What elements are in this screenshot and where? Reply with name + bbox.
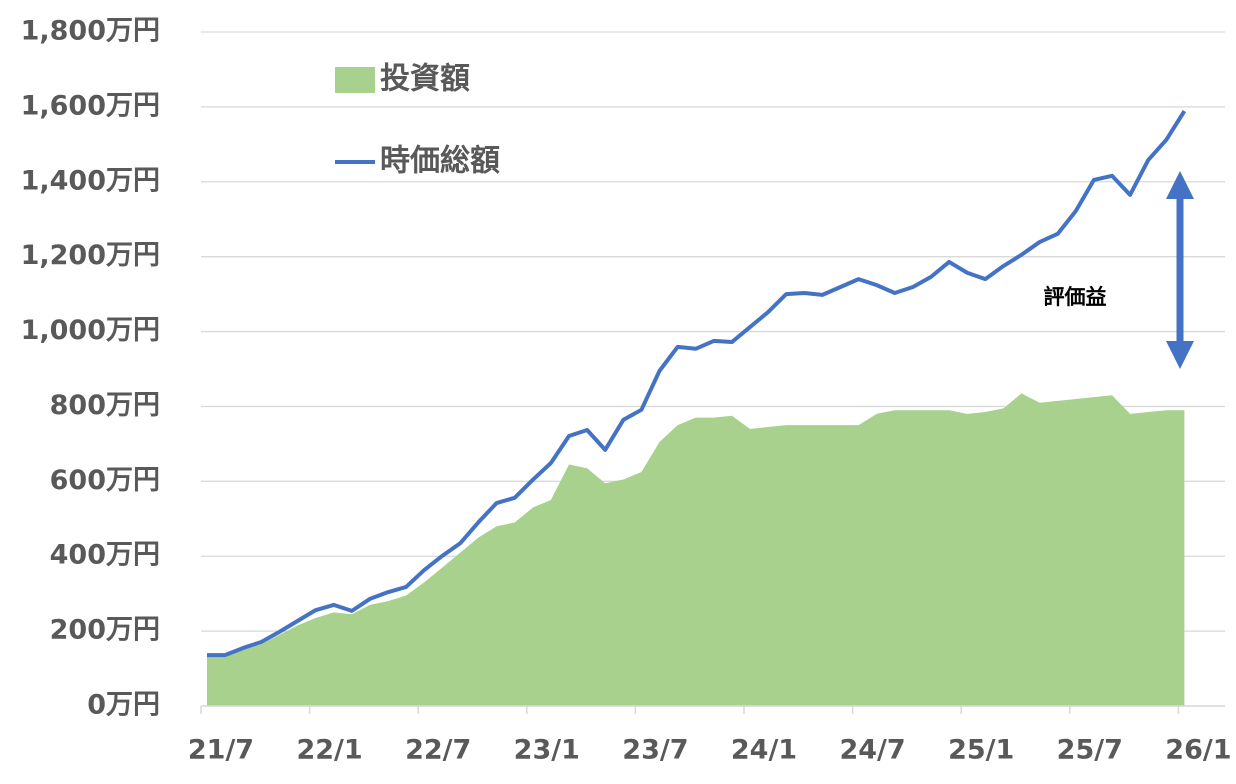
y-tick-label: 1,600万円 xyxy=(21,90,160,121)
x-tick-label: 23/7 xyxy=(622,735,688,766)
x-tick-label: 22/1 xyxy=(296,735,362,766)
legend-label: 投資額 xyxy=(380,62,470,97)
x-tick-label: 24/7 xyxy=(839,735,905,766)
x-tick-label: 22/7 xyxy=(405,735,471,766)
y-tick-label: 1,000万円 xyxy=(21,315,160,346)
x-tick-label: 23/1 xyxy=(514,735,580,766)
y-tick-label: 400万円 xyxy=(50,540,160,571)
line xyxy=(207,109,1187,658)
x-tick-label: 25/7 xyxy=(1057,735,1123,766)
x-tick-label: 26/1 xyxy=(1165,735,1231,766)
y-tick-label: 1,800万円 xyxy=(21,16,160,47)
area xyxy=(207,393,1185,706)
annotation: 評価益 xyxy=(1044,285,1107,309)
y-tick-label: 200万円 xyxy=(50,615,160,646)
legend-label: 時価総額 xyxy=(380,144,500,179)
y-tick-label: 0万円 xyxy=(87,690,160,721)
y-tick-label: 800万円 xyxy=(50,390,160,421)
y-tick-label: 1,400万円 xyxy=(21,165,160,196)
x-tick-label: 24/1 xyxy=(731,735,797,766)
y-tick-label: 600万円 xyxy=(50,465,160,496)
legend-swatch xyxy=(335,67,375,93)
x-tick-label: 21/7 xyxy=(188,735,254,766)
y-tick-label: 1,200万円 xyxy=(21,240,160,271)
x-tick-label: 25/1 xyxy=(948,735,1014,766)
